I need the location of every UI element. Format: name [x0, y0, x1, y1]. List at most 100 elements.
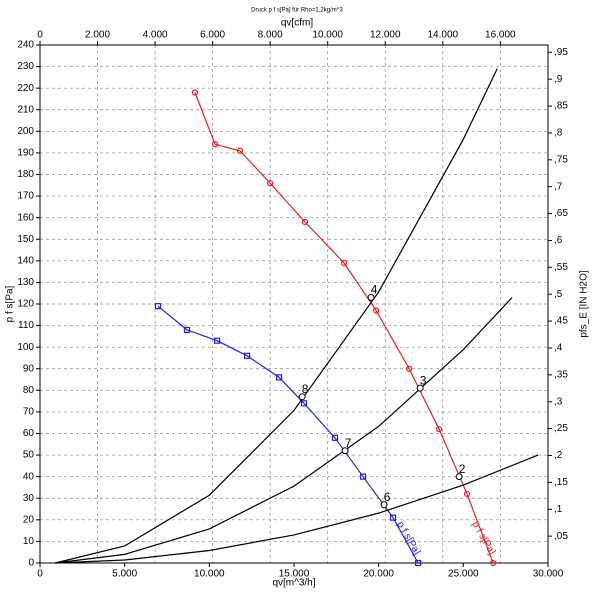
operating-point	[367, 294, 375, 302]
marker	[490, 559, 497, 567]
chart-title: Druck p f s[Pa] für Rho=1,2kg/m^3	[251, 8, 343, 14]
x2-tick-label: 10.000	[312, 30, 343, 41]
y-tick-label: 190	[17, 148, 34, 159]
series-line	[55, 297, 513, 564]
y2-tick-label: ,8	[554, 128, 563, 139]
marker	[436, 426, 443, 433]
x2-tick-label: 2.000	[85, 30, 110, 41]
y2-tick-label: ,65	[554, 208, 568, 219]
marker	[300, 400, 308, 407]
marker	[243, 352, 251, 359]
y2-tick-label: ,6	[554, 235, 563, 246]
marker	[406, 365, 413, 372]
x2-tick-label: 0	[37, 30, 43, 41]
marker	[415, 559, 422, 567]
y-tick-label: 140	[17, 255, 34, 266]
x2-tick-label: 12.000	[370, 30, 401, 41]
y-tick-label: 90	[23, 363, 35, 374]
x2-axis-label: qv[cfm]	[281, 18, 313, 29]
operating-point-label: 8	[302, 382, 309, 396]
y-tick-label: 70	[23, 407, 35, 418]
y-tick-label: 160	[17, 212, 34, 223]
marker	[331, 434, 339, 441]
series-line	[194, 92, 494, 564]
marker	[211, 141, 219, 148]
y-axis-label: p f s[Pa]	[5, 285, 16, 322]
operating-point-label: 6	[384, 490, 391, 504]
operating-point	[298, 393, 306, 401]
x-tick-label: 20.000	[363, 569, 394, 580]
y-tick-label: 170	[17, 191, 34, 202]
series-line	[55, 454, 539, 564]
operating-point-label: 4	[371, 283, 378, 297]
marker	[236, 147, 244, 154]
y-tick-label: 220	[17, 83, 34, 94]
y-tick-label: 50	[23, 450, 35, 461]
y2-tick-label: ,25	[554, 423, 568, 434]
x-tick-label: 5.000	[112, 569, 137, 580]
marker	[463, 490, 471, 498]
y-tick-label: 240	[17, 40, 34, 51]
marker	[275, 374, 283, 381]
x-tick-label: 10.000	[194, 569, 225, 580]
marker	[214, 337, 221, 344]
x-tick-label: 30.000	[533, 569, 564, 580]
y2-tick-label: ,5	[554, 289, 563, 300]
y2-tick-label: ,15	[554, 477, 568, 488]
y2-tick-label: ,2	[554, 450, 563, 461]
marker	[191, 89, 199, 96]
y2-tick-label: ,35	[554, 369, 568, 380]
y2-tick-label: ,45	[554, 316, 568, 327]
y2-axis-label: pfs_E [IN H2O]	[579, 270, 590, 337]
y-tick-label: 130	[17, 277, 34, 288]
y2-tick-label: ,9	[554, 74, 563, 85]
y2-tick-label: ,3	[554, 396, 563, 407]
y-tick-label: 100	[17, 342, 34, 353]
operating-point	[341, 447, 349, 455]
y-tick-label: 0	[28, 558, 34, 569]
operating-point-label: 7	[345, 436, 352, 450]
y2-tick-label: ,7	[554, 181, 563, 192]
y2-tick-label: ,95	[554, 47, 568, 58]
y-tick-label: 230	[17, 61, 34, 72]
x2-tick-label: 16.000	[485, 30, 516, 41]
y2-tick-label: ,55	[554, 262, 568, 273]
series-line	[157, 305, 419, 564]
y-tick-label: 150	[17, 234, 34, 245]
y2-tick-label: ,05	[554, 531, 568, 542]
y-tick-label: 200	[17, 126, 34, 137]
operating-point	[416, 384, 424, 392]
x-tick-label: 25.000	[448, 569, 479, 580]
series-line	[55, 68, 498, 564]
marker	[301, 218, 309, 226]
x2-tick-label: 14.000	[427, 30, 458, 41]
x-axis-label: qv[m^3/h]	[272, 578, 315, 589]
operating-point-label: 2	[459, 462, 466, 476]
marker	[154, 303, 162, 310]
y2-tick-label: ,85	[554, 101, 568, 112]
y-tick-label: 20	[23, 514, 35, 525]
y2-tick-label: ,75	[554, 154, 568, 165]
operating-point	[380, 501, 388, 509]
x2-tick-label: 6.000	[200, 30, 225, 41]
x2-tick-label: 4.000	[143, 30, 168, 41]
y-tick-label: 210	[17, 104, 34, 115]
operating-point-label: 3	[420, 373, 427, 387]
marker	[341, 259, 348, 267]
x2-tick-label: 8.000	[258, 30, 283, 41]
y2-tick-label: ,4	[554, 343, 563, 354]
y-tick-label: 60	[23, 428, 35, 439]
y-tick-label: 80	[23, 385, 35, 396]
y-tick-label: 120	[17, 299, 34, 310]
marker	[267, 180, 274, 187]
y-tick-label: 40	[23, 471, 35, 482]
x-tick-label: 15.000	[279, 569, 310, 580]
y-tick-label: 110	[18, 320, 34, 331]
marker	[183, 326, 191, 333]
marker	[359, 473, 367, 480]
marker	[373, 307, 380, 314]
marker	[389, 514, 397, 521]
y-tick-label: 180	[17, 169, 34, 180]
